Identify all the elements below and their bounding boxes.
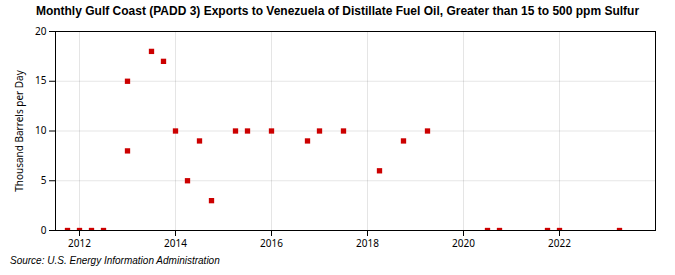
html-text:Source: U.S. Energy Informatio: Source: U.S. Energy Information Administ… [10, 255, 220, 266]
svg-text:10: 10 [35, 123, 47, 137]
svg-text:2012: 2012 [68, 236, 91, 250]
svg-text:2014: 2014 [164, 236, 187, 250]
svg-text:5: 5 [41, 173, 47, 187]
svg-text:15: 15 [35, 73, 47, 87]
html-text:Monthly Gulf Coast (PADD 3) Ex: Monthly Gulf Coast (PADD 3) Exports to V… [35, 4, 640, 18]
svg-text:0: 0 [41, 223, 47, 237]
svg-text:2016: 2016 [260, 236, 283, 250]
svg-text:2022: 2022 [548, 236, 571, 250]
svg-text:2018: 2018 [356, 236, 379, 250]
svg-text:Thousand Barrels per Day: Thousand Barrels per Day [12, 69, 26, 192]
svg-text:2020: 2020 [452, 236, 475, 250]
svg-text:20: 20 [35, 24, 47, 38]
